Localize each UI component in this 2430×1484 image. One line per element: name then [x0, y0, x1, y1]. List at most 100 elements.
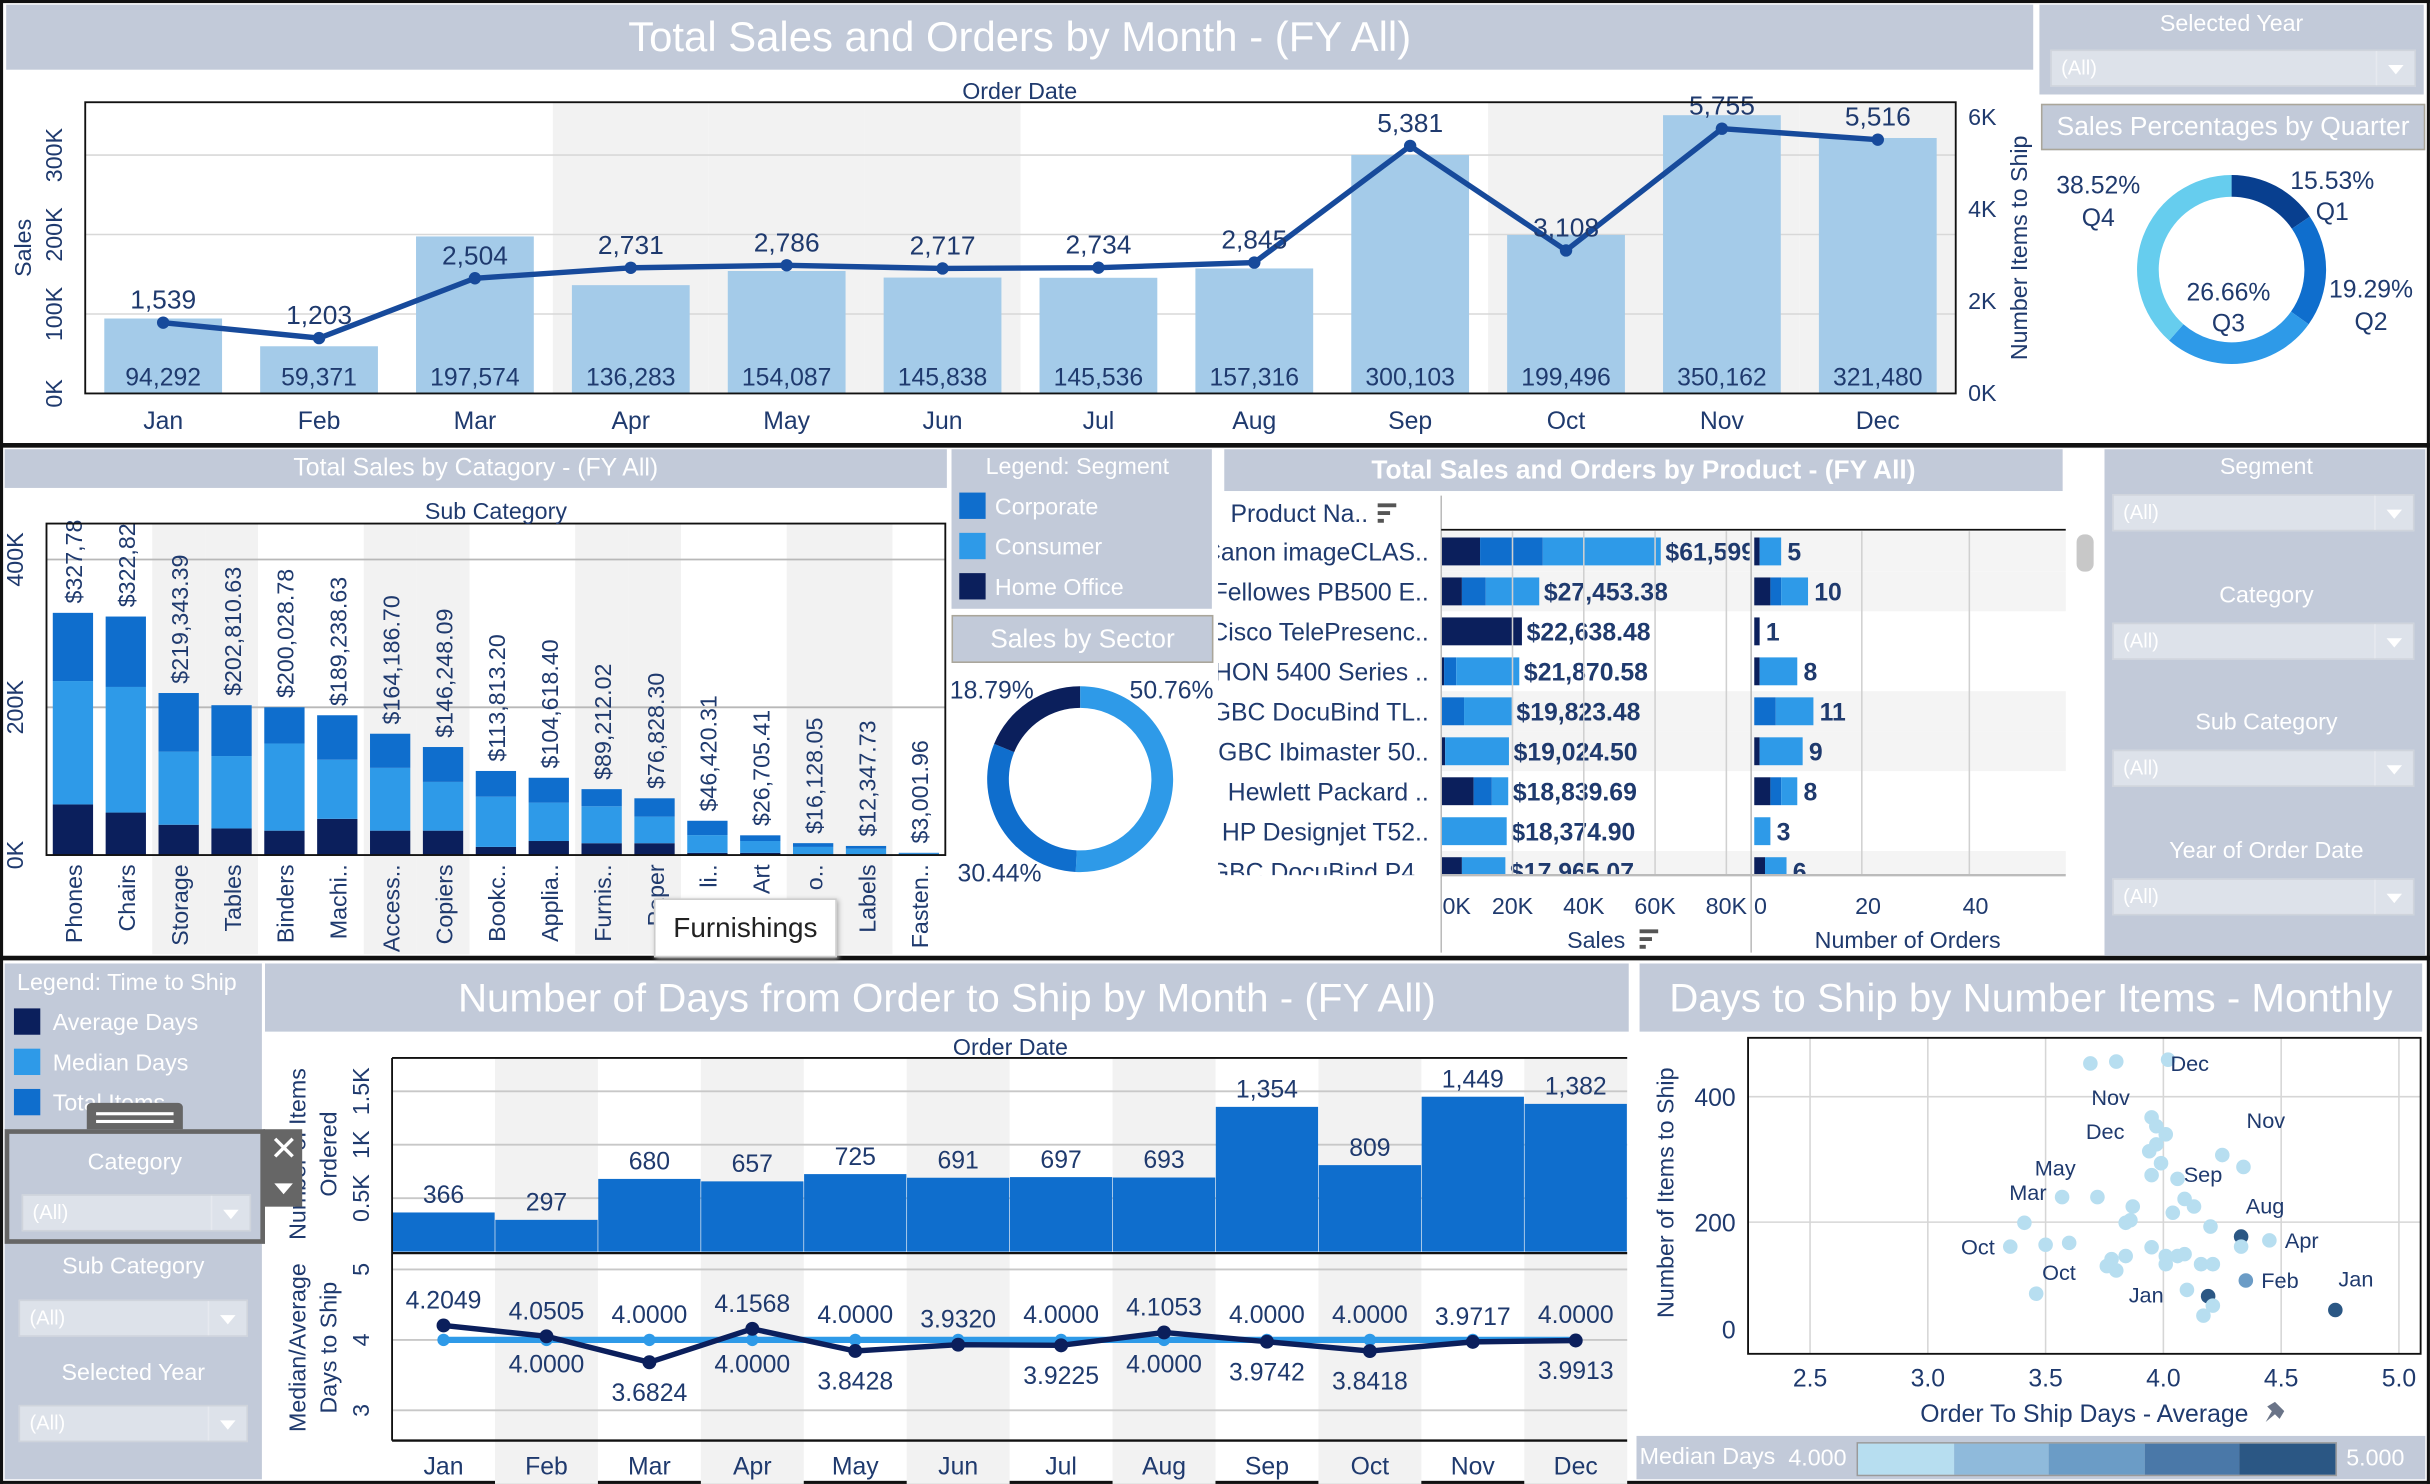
sub-category-dropdown[interactable]: (All) [18, 1299, 248, 1337]
sales-tick: 60K [1634, 893, 1676, 919]
subcategory-label: Tables [220, 864, 246, 931]
sales-bar-label: 59,371 [281, 365, 357, 392]
chevron-down-icon[interactable] [2374, 623, 2413, 658]
quarter-name-label: Q2 [2355, 309, 2388, 336]
subcategory-label: Access.. [378, 864, 404, 952]
filter-label: Selected Year [61, 1360, 205, 1387]
sales-bar [104, 318, 223, 394]
average-label: 3.9717 [1435, 1304, 1511, 1331]
close-icon[interactable]: ✕ [269, 1129, 299, 1168]
selected-year-dropdown-left[interactable]: (All) [18, 1404, 248, 1443]
legend-max: 5.000 [2346, 1445, 2405, 1472]
sector-slice-home-office [994, 686, 1081, 753]
month-label: Apr [612, 408, 651, 435]
subcategory-label: Phones [61, 864, 87, 943]
chevron-down-icon[interactable] [207, 1301, 247, 1336]
category-bar-home-office [105, 812, 146, 856]
product-orders-bar [1754, 657, 1760, 686]
tooltip: Furnishings [653, 898, 837, 958]
subcategory-label: o.. [801, 864, 827, 890]
scatter-point-label: Oct [2042, 1260, 2076, 1285]
category-value-label: $219,343.39 [167, 555, 193, 684]
category-bar-corporate [792, 843, 834, 847]
items-label: 5,755 [1689, 91, 1755, 121]
category-dropdown[interactable]: (All) [21, 1194, 252, 1232]
drag-handle[interactable] [86, 1102, 183, 1133]
scatter-point [2002, 1239, 2018, 1254]
dropdown-value: (All) [2123, 755, 2159, 780]
category-bar-home-office [211, 828, 252, 856]
filter-dropdown[interactable]: (All) [2112, 621, 2415, 660]
scrollbar-thumb[interactable] [2076, 534, 2094, 572]
sector-pct-label: 30.44% [958, 860, 1042, 887]
column-band [575, 523, 629, 955]
scatter-point-label: Nov [2247, 1108, 2286, 1133]
median-label: 4.0000 [612, 1302, 688, 1329]
product-name: Hewlett Packard .. [1228, 780, 1429, 807]
dropdown-value: (All) [2123, 500, 2159, 524]
month-label: Feb [525, 1454, 568, 1481]
items-bar [1009, 1177, 1113, 1252]
items-bar [804, 1174, 907, 1252]
product-chart-title: Total Sales and Orders by Product - (FY … [1224, 449, 2063, 492]
items-bar [1318, 1165, 1422, 1252]
more-options-caret-icon[interactable] [274, 1183, 293, 1195]
scatter-point [2054, 1189, 2070, 1205]
subcategory-label: Chairs [114, 864, 140, 931]
items-label: 2,734 [1065, 230, 1131, 260]
filter-label: Year of Order Date [2169, 837, 2364, 864]
category-bar-corporate [211, 705, 252, 757]
subcategory-label: Fasten.. [907, 864, 933, 948]
filter-dropdown[interactable]: (All) [2112, 749, 2415, 787]
scatter-point [2144, 1239, 2159, 1255]
items-point [468, 272, 482, 285]
subcategory-label: Applia.. [537, 864, 563, 941]
chevron-down-icon[interactable] [2375, 51, 2415, 86]
month-label: Jun [923, 408, 963, 435]
scatter-point [2144, 1167, 2159, 1183]
month-label: Nov [1451, 1454, 1496, 1481]
product-sales-bar [1441, 657, 1445, 686]
legend-swatch [959, 532, 986, 560]
y-tick: 1K [348, 1130, 374, 1159]
scatter-point-label: Apr [2285, 1228, 2319, 1253]
average-point [1568, 1333, 1583, 1348]
filter-dropdown[interactable]: (All) [2112, 877, 2415, 915]
chevron-down-icon[interactable] [2374, 879, 2413, 914]
category-filter-selected[interactable]: Category (All) [4, 1129, 265, 1244]
product-sales-bar [1491, 777, 1509, 806]
selected-year-dropdown[interactable]: (All) [2050, 49, 2416, 87]
legend-item: Home Office [994, 574, 1124, 602]
x-tick: 4.5 [2264, 1365, 2298, 1392]
sort-icon [1639, 929, 1659, 949]
scatter-point [2205, 1298, 2221, 1313]
sales-bar [1663, 115, 1781, 394]
quarter-slice-q2 [2290, 216, 2327, 325]
chevron-down-icon[interactable] [2374, 495, 2413, 530]
median-label: 4.0000 [714, 1351, 790, 1378]
scatter-point [2061, 1235, 2077, 1251]
divider [0, 443, 2430, 448]
y-tick: 4 [348, 1333, 374, 1346]
sales-bar-label: 321,480 [1833, 365, 1923, 392]
category-bar-consumer [792, 846, 834, 855]
category-value-label: $189,238.63 [326, 577, 352, 706]
filter-dropdown[interactable]: (All) [2112, 494, 2415, 532]
month-label: Oct [1547, 408, 1586, 435]
filter-label: Sub Category [2195, 709, 2338, 736]
items-bar [598, 1178, 701, 1252]
product-name: GBC Ibimaster 50.. [1218, 740, 1429, 767]
subcategory-label: Bookc.. [484, 864, 510, 941]
chevron-down-icon[interactable] [2374, 751, 2413, 786]
product-orders-bar [1754, 577, 1771, 606]
color-ramp-step [1953, 1443, 2049, 1475]
month-label: Sep [1245, 1454, 1289, 1481]
subcategory-label: Furnis.. [590, 864, 616, 941]
chevron-down-icon[interactable] [207, 1406, 247, 1441]
floating-toolbar: ✕ [263, 1129, 303, 1207]
chevron-down-icon[interactable] [210, 1195, 250, 1230]
scatter-point-label: Nov [2091, 1085, 2130, 1110]
items-bar-label: 1,449 [1442, 1066, 1504, 1093]
y-tick: 1.5K [348, 1067, 374, 1115]
average-label: 3.8428 [817, 1369, 893, 1396]
